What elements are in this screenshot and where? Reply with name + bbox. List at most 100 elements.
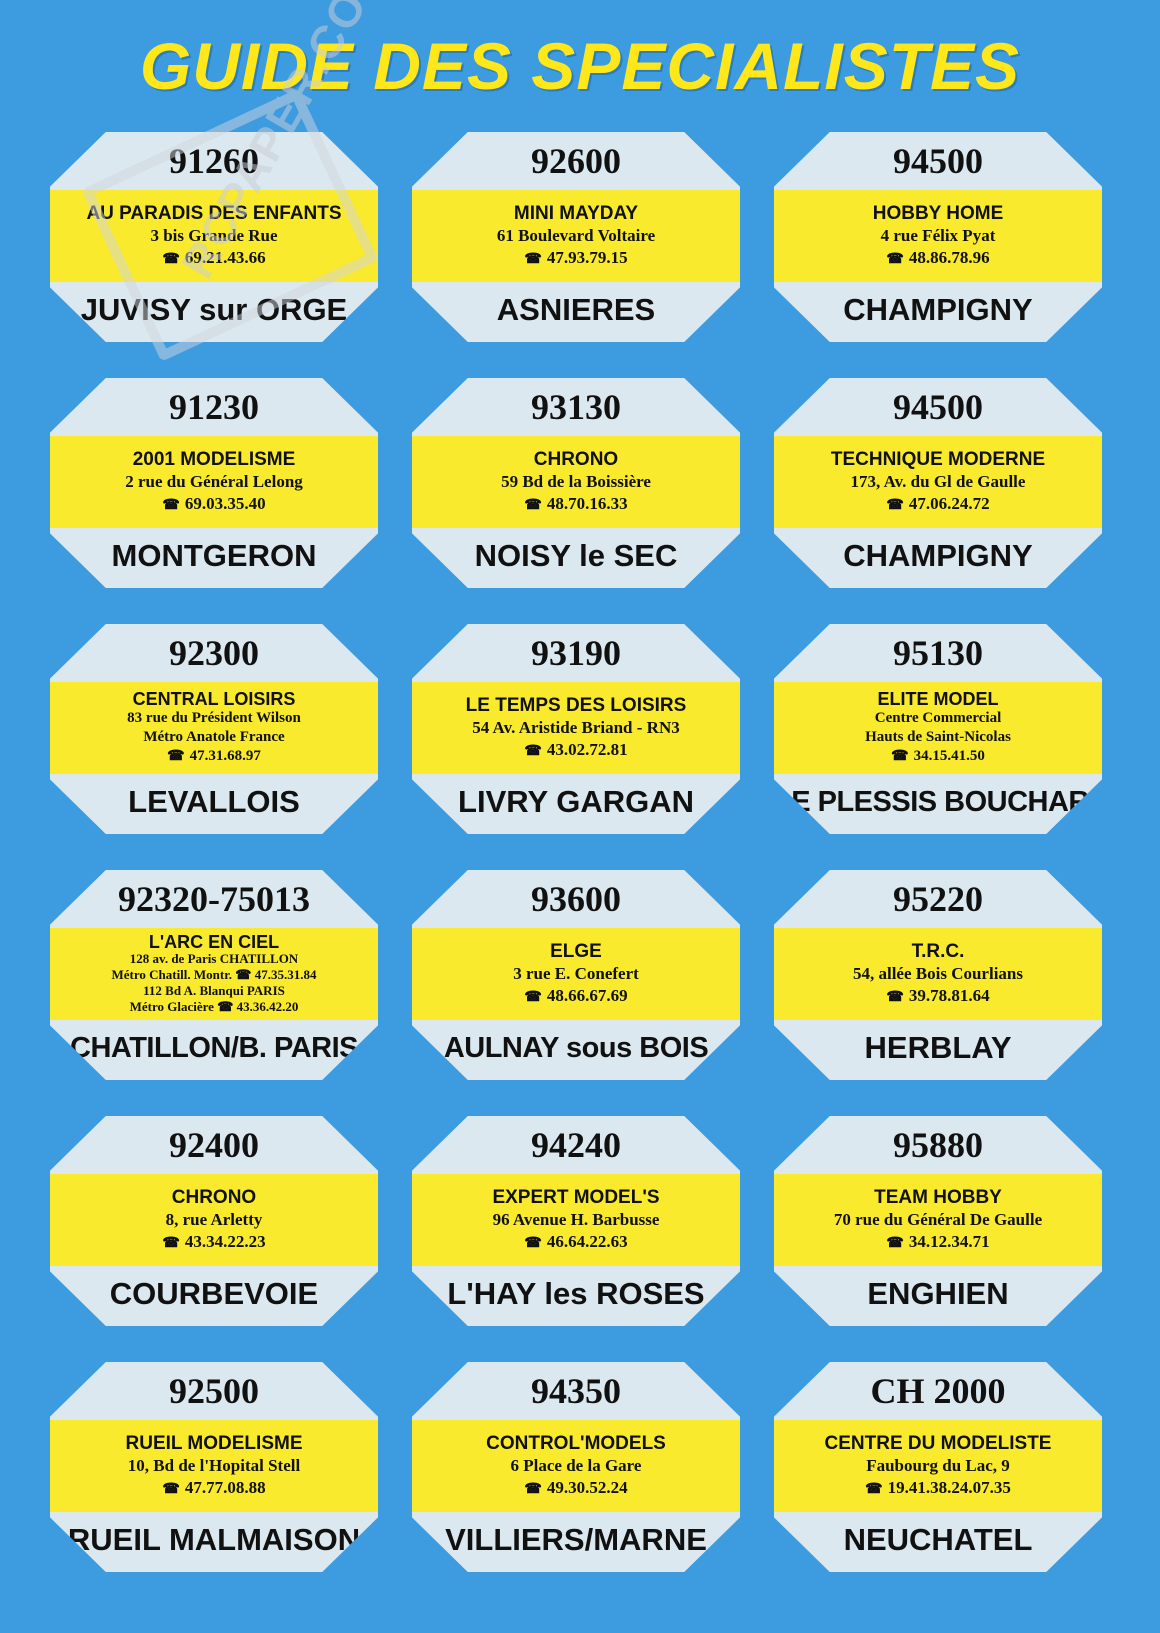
phone-number: 43.34.22.23 — [184, 1231, 266, 1251]
postal-code: CH 2000 — [870, 1371, 1006, 1411]
telephone-icon: ☎ — [886, 251, 904, 267]
telephone-icon: ☎ — [162, 1481, 180, 1497]
shop-city: VILLIERS/MARNE — [445, 1522, 707, 1557]
phone-number: 69.21.43.66 — [184, 247, 266, 267]
shop-name: MINI MAYDAY — [513, 202, 639, 224]
shop-name: CONTROL'MODELS — [486, 1432, 666, 1454]
phone-number: 48.70.16.33 — [546, 493, 628, 513]
shop-card: 94240 EXPERT MODEL'S 96 Avenue H. Barbusse… — [412, 1116, 740, 1326]
phone-number: 49.30.52.24 — [546, 1477, 628, 1497]
specialist-grid: 91260 AU PARADIS DES ENFANTS 3 bis Grande … — [50, 132, 1102, 1572]
shop-phone: ☎ 43.34.22.23 — [162, 1231, 265, 1255]
shop-phone: ☎ 47.06.24.72 — [886, 493, 989, 517]
shop-address-line: Faubourg du Lac, 9 — [866, 1455, 1010, 1475]
phone-number: 34.12.34.71 — [908, 1231, 990, 1251]
shop-info-band: TECHNIQUE MODERNE 173, Av. du Gl de Gaull… — [774, 436, 1102, 528]
shop-phone: ☎ 47.77.08.88 — [162, 1477, 265, 1501]
telephone-icon: ☎ — [524, 251, 542, 267]
shop-name: CHRONO — [533, 448, 619, 470]
telephone-icon: ☎ — [524, 989, 542, 1005]
shop-info-band: L'ARC EN CIEL 128 av. de Paris CHATILLON M… — [50, 928, 378, 1020]
shop-city: RUEIL MALMAISON — [67, 1522, 361, 1557]
shop-info-band: AU PARADIS DES ENFANTS 3 bis Grande Rue ☎ 6… — [50, 190, 378, 282]
shop-card: CH 2000 CENTRE DU MODELISTE Faubourg du La… — [774, 1362, 1102, 1572]
shop-city: L'HAY les ROSES — [447, 1276, 705, 1311]
shop-info-band: CENTRAL LOISIRS 83 rue du Président Wilso… — [50, 682, 378, 774]
shop-address-line: Métro Chatill. Montr. ☎ 47.35.31.84 — [111, 967, 317, 982]
shop-phone: ☎ 69.03.35.40 — [162, 493, 265, 517]
shop-address-line: 54, allée Bois Courlians — [852, 963, 1023, 983]
shop-city: ENGHIEN — [867, 1276, 1009, 1311]
shop-address-line: 112 Bd A. Blanqui PARIS — [143, 983, 285, 998]
shop-card: 92500 RUEIL MODELISME 10, Bd de l'Hopital … — [50, 1362, 378, 1572]
postal-code: 94500 — [893, 387, 983, 427]
shop-city: HERBLAY — [864, 1030, 1012, 1065]
shop-address-line: 4 rue Félix Pyat — [880, 225, 996, 245]
postal-code: 92300 — [169, 633, 259, 673]
shop-name: LE TEMPS DES LOISIRS — [465, 694, 687, 716]
telephone-icon: ☎ — [167, 749, 185, 764]
shop-card: 92600 MINI MAYDAY 61 Boulevard Voltaire ☎ 47… — [412, 132, 740, 342]
shop-card: 95130 ELITE MODEL Centre Commercial Hauts d… — [774, 624, 1102, 834]
shop-name: CENTRAL LOISIRS — [132, 689, 296, 709]
shop-address-line: 128 av. de Paris CHATILLON — [129, 951, 299, 966]
shop-city: ASNIERES — [496, 292, 656, 327]
shop-name: TECHNIQUE MODERNE — [830, 448, 1046, 470]
shop-address-line: Hauts de Saint-Nicolas — [865, 729, 1011, 745]
postal-code: 95220 — [893, 879, 983, 919]
shop-info-band: ELITE MODEL Centre Commercial Hauts de Sai… — [774, 682, 1102, 774]
shop-info-band: CHRONO 59 Bd de la Boissière ☎ 48.70.16.33 — [412, 436, 740, 528]
postal-code: 93130 — [531, 387, 621, 427]
shop-phone: ☎ 34.12.34.71 — [886, 1231, 989, 1255]
shop-info-band: CHRONO 8, rue Arletty ☎ 43.34.22.23 — [50, 1174, 378, 1266]
postal-code: 92600 — [531, 141, 621, 181]
telephone-icon: ☎ — [891, 749, 909, 764]
shop-name: CHRONO — [171, 1186, 257, 1208]
postal-code: 92320-75013 — [118, 879, 310, 919]
shop-city: LE PLESSIS BOUCHARD — [774, 786, 1110, 818]
shop-info-band: 2001 MODELISME 2 rue du Général Lelong ☎ 69… — [50, 436, 378, 528]
phone-number: 47.31.68.97 — [189, 748, 261, 764]
shop-name: HOBBY HOME — [872, 202, 1004, 224]
shop-phone: ☎ 69.21.43.66 — [162, 247, 265, 271]
shop-city: COURBEVOIE — [109, 1276, 319, 1311]
shop-address-line: 2 rue du Général Lelong — [125, 471, 303, 491]
shop-city: NEUCHATEL — [843, 1522, 1033, 1557]
shop-city: MONTGERON — [111, 538, 317, 573]
phone-number: 48.66.67.69 — [546, 985, 628, 1005]
shop-city: AULNAY sous BOIS — [443, 1032, 709, 1064]
shop-address-line: 96 Avenue H. Barbusse — [492, 1209, 660, 1229]
postal-code: 95880 — [893, 1125, 983, 1165]
shop-phone: ☎ 47.93.79.15 — [524, 247, 627, 271]
telephone-icon: ☎ — [524, 1235, 542, 1251]
shop-address-line: 3 rue E. Conefert — [513, 963, 639, 983]
shop-address-line: 61 Boulevard Voltaire — [496, 225, 656, 245]
shop-info-band: EXPERT MODEL'S 96 Avenue H. Barbusse ☎ 46.6… — [412, 1174, 740, 1266]
phone-number: 39.78.81.64 — [908, 985, 990, 1005]
shop-city: CHAMPIGNY — [843, 538, 1033, 573]
shop-phone: ☎ 39.78.81.64 — [886, 985, 989, 1009]
shop-phone: ☎ 34.15.41.50 — [891, 747, 985, 766]
postal-code: 94500 — [893, 141, 983, 181]
telephone-icon: ☎ — [886, 989, 904, 1005]
shop-card: 95220 T.R.C. 54, allée Bois Courlians ☎ 39.7… — [774, 870, 1102, 1080]
shop-phone: ☎ 48.70.16.33 — [524, 493, 627, 517]
shop-card: 92400 CHRONO 8, rue Arletty ☎ 43.34.22.23 COU… — [50, 1116, 378, 1326]
shop-city: NOISY le SEC — [474, 538, 678, 573]
shop-address-line: 8, rue Arletty — [165, 1209, 263, 1229]
shop-name: ELITE MODEL — [877, 689, 999, 709]
shop-info-band: RUEIL MODELISME 10, Bd de l'Hopital Stell… — [50, 1420, 378, 1512]
shop-name: T.R.C. — [911, 940, 965, 962]
phone-number: 43.02.72.81 — [546, 739, 628, 759]
telephone-icon: ☎ — [886, 1235, 904, 1251]
shop-address-line: 83 rue du Président Wilson — [127, 710, 301, 726]
phone-number: 48.86.78.96 — [908, 247, 990, 267]
telephone-icon: ☎ — [524, 743, 542, 759]
shop-name: L'ARC EN CIEL — [148, 932, 280, 952]
shop-phone: ☎ 49.30.52.24 — [524, 1477, 627, 1501]
postal-code: 91260 — [169, 141, 259, 181]
shop-phone: ☎ 46.64.22.63 — [524, 1231, 627, 1255]
phone-number: 47.93.79.15 — [546, 247, 628, 267]
postal-code: 91230 — [169, 387, 259, 427]
shop-address-line: 10, Bd de l'Hopital Stell — [127, 1455, 301, 1475]
